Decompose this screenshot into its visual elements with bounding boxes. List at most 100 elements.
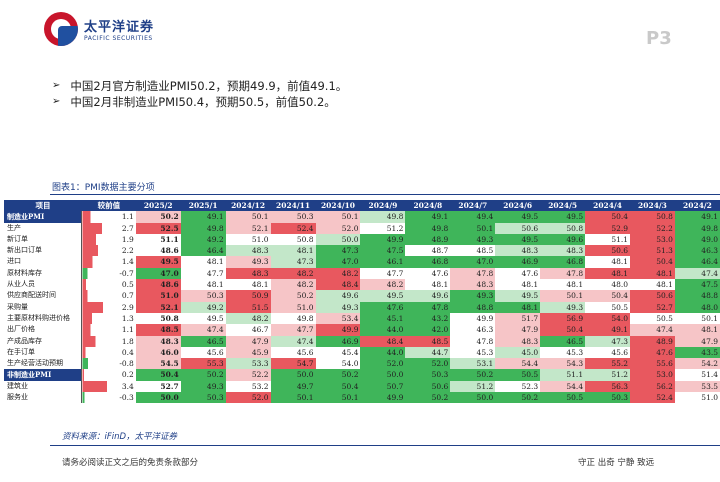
value-cell: 53.0 [630,233,675,246]
value-cell: 50.3 [180,392,226,404]
value-cell: 50.4 [540,324,586,336]
value-cell: 48.1 [540,279,586,291]
value-cell: 47.8 [405,301,451,313]
value-cell: 50.3 [180,290,226,302]
value-cell: 50.4 [585,211,631,223]
value-cell: 51.4 [674,369,720,381]
value-cell: 49.8 [360,211,406,223]
header-month: 2024/7 [450,200,496,212]
value-cell: 50.4 [135,369,181,381]
value-cell: 51.1 [585,233,631,246]
value-cell: 45.6 [180,346,226,359]
value-cell: 47.9 [495,324,541,336]
value-cell: 56.3 [585,380,631,393]
value-cell: 53.1 [450,358,496,370]
value-cell: 50.8 [540,222,586,234]
row-label: 新出口订单 [7,246,42,255]
value-cell: 50.3 [270,211,316,223]
header-change: 较前值 [81,200,136,212]
row-label: 主要原材料购进价格 [7,313,70,322]
value-cell: 49.3 [180,380,226,393]
value-cell: 50.2 [495,392,541,404]
arrow-bullet-icon: ➢ [52,80,61,91]
value-cell: 47.4 [270,335,316,347]
value-cell: 49.8 [405,222,451,234]
header-month: 2025/2 [135,200,181,212]
value-cell: 46.5 [540,335,586,347]
value-cell: 49.5 [135,256,181,268]
header-month: 2024/3 [630,200,675,212]
value-cell: 51.0 [135,290,181,302]
value-cell: 49.4 [450,211,496,223]
value-cell: 51.5 [225,301,271,313]
value-cell: 48.5 [405,335,451,347]
value-cell: 48.1 [585,256,631,268]
company-name-cn: 太平洋证券 [84,20,155,35]
value-cell: 45.3 [540,346,586,359]
value-cell: 52.0 [315,222,361,234]
value-cell: 54.0 [315,358,361,370]
bullet-item: ➢ 中国2月非制造业PMI50.4，预期50.5，前值50.2。 [52,94,347,110]
value-cell: 46.4 [180,245,226,257]
value-cell: 48.2 [270,279,316,291]
value-cell: 50.0 [450,392,496,404]
value-cell: 46.3 [450,324,496,336]
value-cell: 52.0 [225,392,271,404]
value-cell: 50.2 [405,392,451,404]
value-cell: 49.5 [495,290,541,302]
value-cell: 49.8 [674,222,720,234]
value-cell: 49.1 [674,211,720,223]
bullet-list: ➢ 中国2月官方制造业PMI50.2，预期49.9，前值49.1。 ➢ 中国2月非制… [52,78,347,110]
value-cell: 52.0 [360,358,406,370]
value-cell: 49.9 [450,312,496,325]
value-cell: 47.6 [360,301,406,313]
value-cell: 51.0 [674,392,720,404]
figure-divider [50,194,720,195]
table-row: 建筑业 3.4 52.7 49.3 53.2 49.7 50.4 50.7 50.6 51.2 52… [4,380,720,393]
value-cell: 50.3 [585,392,631,404]
change-cell: 0.2 [81,369,136,381]
change-cell: 1.9 [81,233,136,246]
value-cell: 49.9 [360,233,406,246]
value-cell: 48.1 [630,267,675,280]
value-cell: 51.2 [450,380,496,393]
figure-title: 图表1：PMI数据主要分项 [52,183,155,193]
table-row: 制造业PMI 1.1 50.2 49.1 50.1 50.3 50.1 49.8 49.1 49.… [4,211,720,223]
value-cell: 50.0 [315,233,361,246]
table-row: 新出口订单 2.2 48.6 46.4 48.3 48.1 47.3 47.5 48.7 48.5… [4,245,720,257]
value-cell: 50.2 [315,369,361,381]
value-cell: 47.7 [360,267,406,280]
row-label: 非制造业PMI [4,369,82,381]
value-cell: 50.6 [495,222,541,234]
value-cell: 51.3 [630,245,675,257]
value-cell: 48.2 [360,279,406,291]
value-cell: 50.1 [270,392,316,404]
table-row: 在手订单 0.4 46.0 45.6 45.9 45.6 45.4 44.0 44.7 45.3 4… [4,346,720,359]
value-cell: 50.2 [450,369,496,381]
page-number: P3 [646,28,672,49]
table-header-row: 项目 较前值 2025/2 2025/1 2024/12 2024/11 2024/10 20… [4,200,720,212]
value-cell: 50.1 [674,312,720,325]
value-cell: 48.1 [674,324,720,336]
value-cell: 48.3 [450,279,496,291]
change-cell: 0.5 [81,279,136,291]
value-cell: 50.5 [540,392,586,404]
header-month: 2024/5 [540,200,586,212]
pmi-table: 项目 较前值 2025/2 2025/1 2024/12 2024/11 2024/10 20… [4,200,720,404]
table-row: 进口 1.4 49.5 48.1 49.3 47.3 47.0 46.1 46.8 47.0 46.… [4,256,720,268]
value-cell: 53.0 [630,369,675,381]
value-cell: 50.7 [360,380,406,393]
value-cell: 55.6 [630,358,675,370]
value-cell: 50.6 [405,380,451,393]
row-label: 供应商配送时间 [7,291,56,300]
value-cell: 55.3 [180,358,226,370]
value-cell: 52.2 [630,222,675,234]
change-cell: 1.1 [81,211,136,223]
change-cell: 1.4 [81,256,136,268]
value-cell: 48.2 [225,312,271,325]
value-cell: 54.2 [674,358,720,370]
table-row: 生产经营活动预期 -0.8 54.5 55.3 53.3 54.7 54.0 52.0 52.0… [4,358,720,370]
value-cell: 52.2 [225,369,271,381]
value-cell: 53.3 [225,358,271,370]
value-cell: 45.6 [585,346,631,359]
